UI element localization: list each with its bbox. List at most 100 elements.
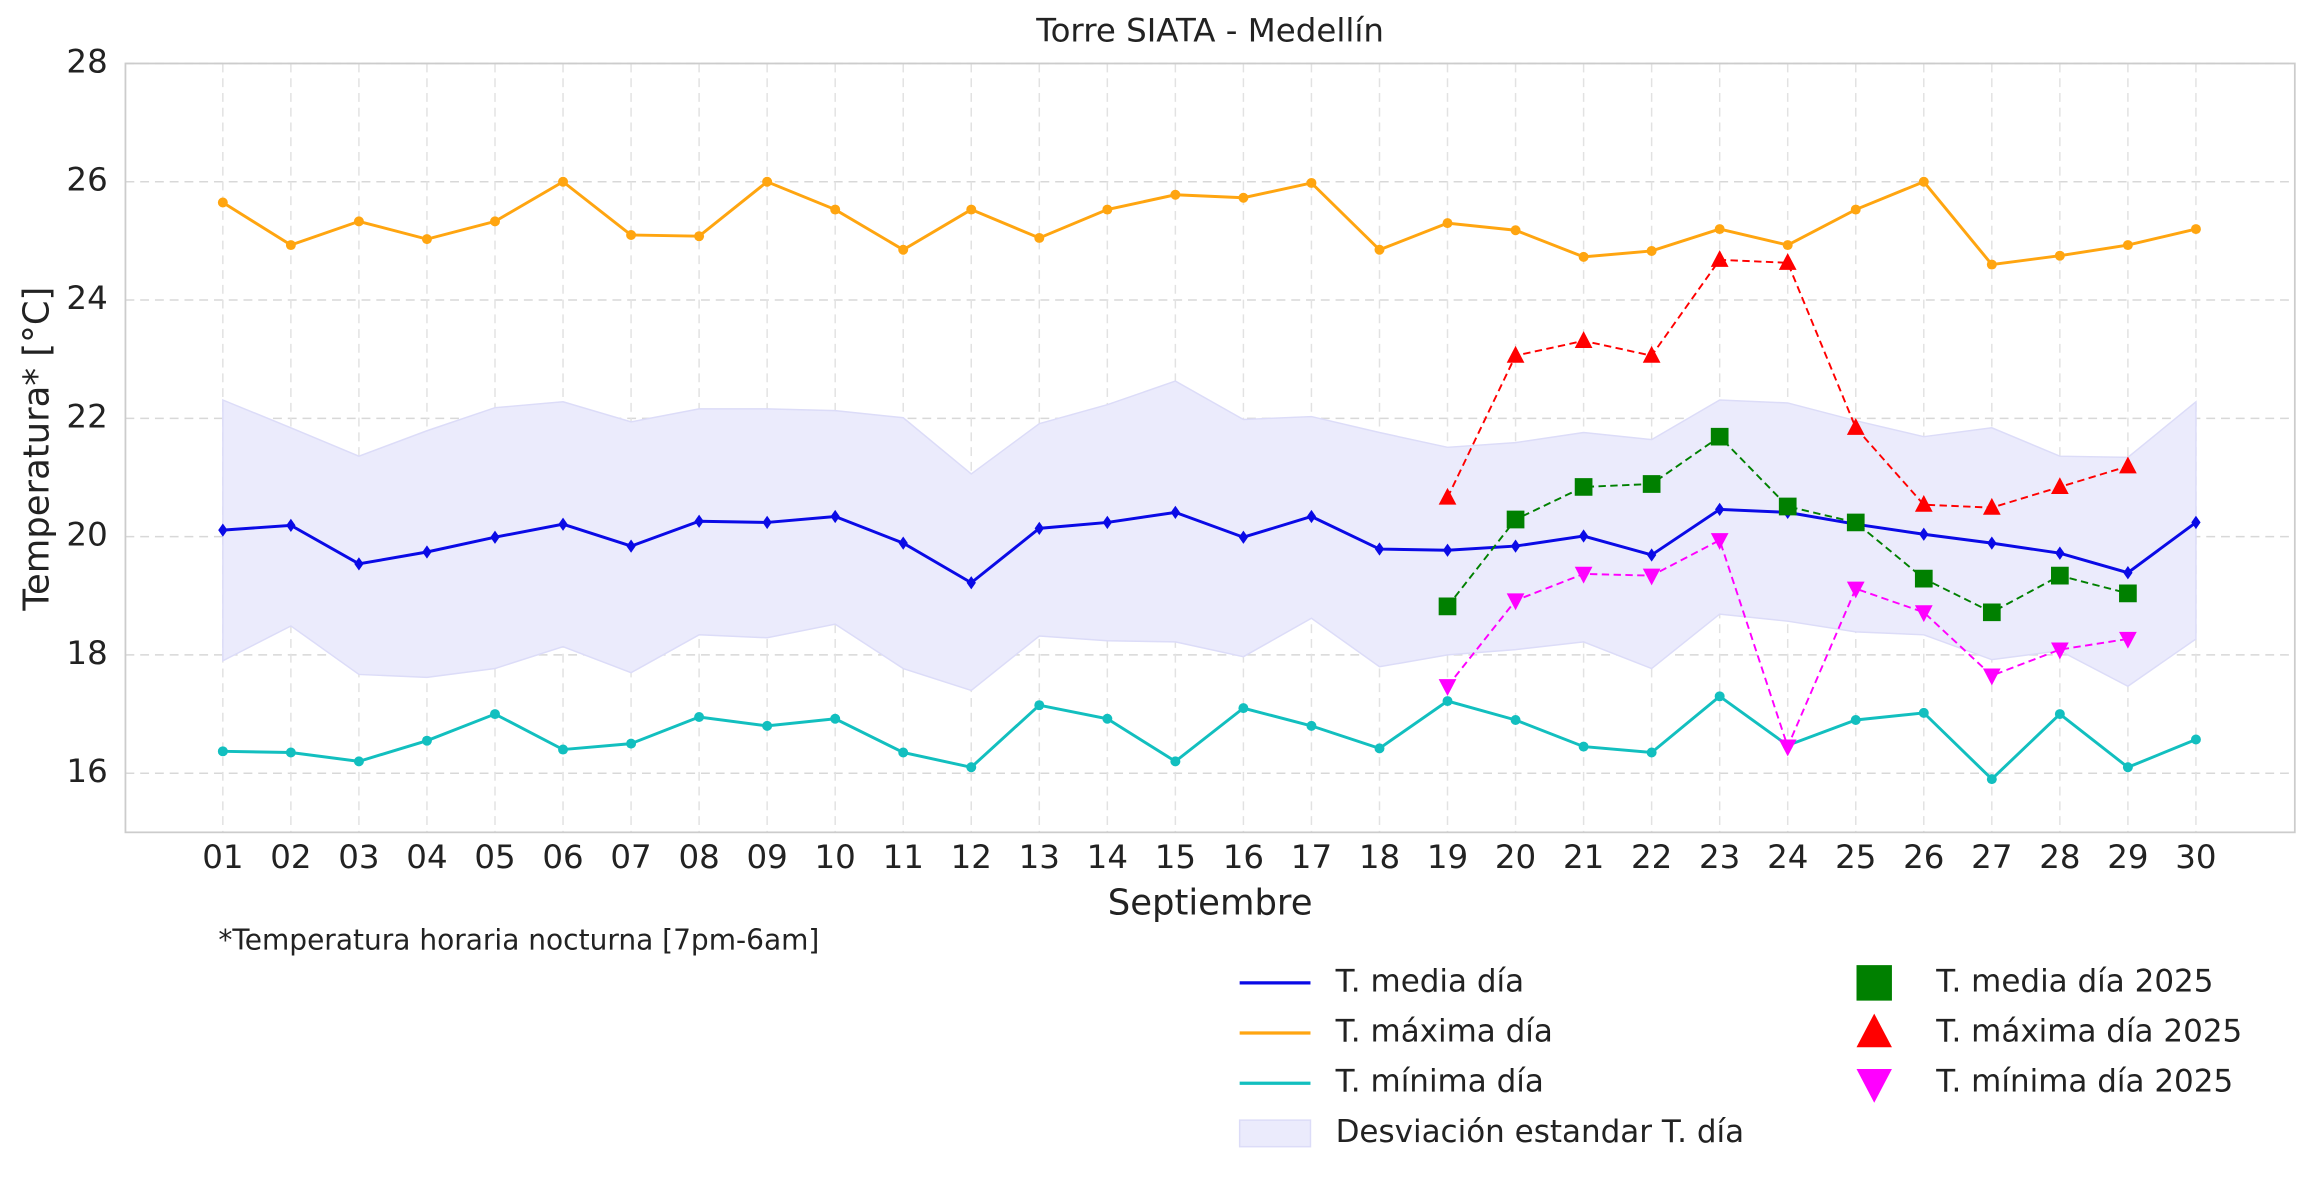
- x-tick-label: 29: [2107, 838, 2148, 876]
- marker: [286, 518, 296, 533]
- marker: [1306, 509, 1317, 524]
- marker: [1510, 714, 1521, 725]
- x-tick-label: 10: [815, 838, 856, 876]
- marker: [1714, 224, 1725, 235]
- x-tick-label: 23: [1699, 838, 1740, 876]
- marker: [1715, 502, 1725, 517]
- marker: [1914, 569, 1933, 588]
- marker: [1102, 713, 1113, 724]
- x-tick-label: 19: [1427, 838, 1468, 876]
- legend-label: T. media día: [1335, 963, 1525, 999]
- marker: [1646, 747, 1657, 758]
- marker: [1778, 253, 1797, 270]
- marker: [1506, 345, 1525, 363]
- x-tick-label: 09: [746, 838, 787, 876]
- legend-item: Desviación estandar T. día: [1238, 1114, 1744, 1150]
- x-tick-label: 02: [270, 838, 311, 876]
- marker: [1238, 530, 1249, 544]
- marker: [2051, 477, 2069, 495]
- marker: [626, 539, 636, 553]
- x-tick-label: 04: [406, 838, 447, 876]
- marker: [898, 747, 909, 758]
- x-tick-label: 07: [610, 838, 651, 876]
- marker: [2054, 709, 2065, 720]
- series-line: [1446, 258, 2129, 509]
- x-tick-label: 11: [883, 838, 924, 876]
- marker: [2051, 566, 2069, 585]
- marker: [1374, 542, 1385, 556]
- marker: [1778, 739, 1797, 757]
- marker: [1782, 240, 1793, 251]
- marker: [1438, 487, 1457, 505]
- x-tick-label: 22: [1631, 838, 1672, 876]
- series-line: [222, 179, 2197, 267]
- x-tick-label: 05: [474, 838, 515, 876]
- marker: [1850, 204, 1861, 215]
- marker: [1438, 679, 1457, 696]
- legend-label: T. máxima día: [1335, 1014, 1553, 1050]
- x-tick-label: 20: [1495, 838, 1536, 876]
- marker: [217, 197, 228, 208]
- marker: [966, 576, 976, 590]
- marker: [762, 720, 773, 731]
- marker: [218, 523, 228, 537]
- marker: [830, 713, 841, 724]
- marker: [1170, 756, 1181, 767]
- plot-frame: [124, 62, 2296, 834]
- marker: [421, 234, 432, 245]
- x-tick-label: 01: [202, 838, 243, 876]
- marker: [2054, 250, 2065, 261]
- x-tick-label: 03: [338, 838, 379, 876]
- marker: [1574, 331, 1593, 348]
- x-tick-label: 13: [1019, 838, 1060, 876]
- legend-item: T. mínima día 2025: [1856, 1064, 2233, 1103]
- marker: [1102, 204, 1113, 215]
- marker: [1987, 536, 1997, 550]
- marker: [694, 712, 705, 722]
- x-tick-label: 18: [1359, 838, 1400, 876]
- marker: [490, 216, 500, 227]
- x-tick-label: 17: [1291, 838, 1332, 876]
- marker: [1846, 581, 1865, 599]
- marker: [1442, 543, 1453, 557]
- marker: [1374, 743, 1385, 754]
- marker: [1710, 533, 1729, 550]
- marker: [1506, 510, 1525, 529]
- marker: [1982, 497, 2001, 515]
- marker: [353, 756, 364, 767]
- std-band: [222, 380, 2197, 692]
- marker: [1374, 244, 1385, 255]
- marker: [1850, 714, 1861, 725]
- marker: [2190, 224, 2201, 235]
- marker: [1578, 529, 1589, 543]
- marker: [1574, 478, 1593, 496]
- marker: [558, 517, 568, 531]
- legend-item: T. media día: [1239, 963, 1525, 999]
- marker: [1642, 475, 1661, 493]
- y-tick-label: 22: [66, 397, 107, 435]
- marker: [1714, 691, 1725, 702]
- marker: [1710, 250, 1729, 267]
- legend-item: T. máxima día: [1239, 1014, 1553, 1050]
- x-tick-label: 15: [1155, 838, 1196, 876]
- marker: [1642, 345, 1661, 363]
- marker: [1306, 177, 1317, 188]
- marker: [1238, 192, 1249, 203]
- x-tick-label: 21: [1563, 838, 1604, 876]
- marker: [1918, 707, 1929, 718]
- y-axis-label: Temperatura* [°C]: [16, 287, 57, 612]
- marker: [1914, 605, 1933, 623]
- marker: [626, 230, 637, 240]
- y-tick-label: 16: [66, 752, 107, 790]
- x-tick-label: 14: [1087, 838, 1128, 876]
- marker: [1982, 668, 2001, 686]
- marker: [1510, 225, 1521, 236]
- x-axis-label: Septiembre: [1108, 883, 1313, 924]
- marker: [558, 176, 569, 187]
- marker: [626, 738, 637, 749]
- marker: [1170, 505, 1181, 520]
- legend-label: T. máxima día 2025: [1935, 1014, 2242, 1050]
- marker: [1646, 548, 1657, 562]
- marker: [2122, 240, 2133, 251]
- marker: [2123, 566, 2133, 580]
